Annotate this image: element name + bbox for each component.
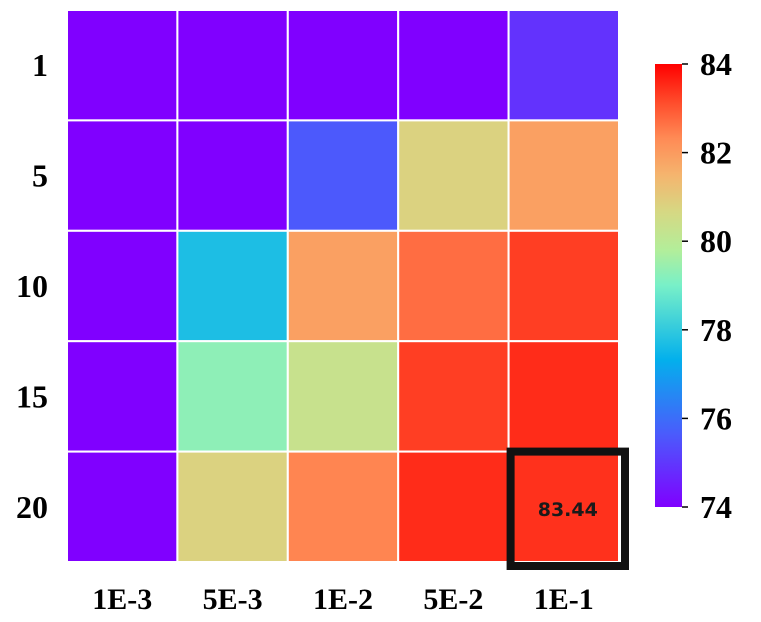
highlight-value-label: 83.44 xyxy=(538,499,598,521)
heatmap-cell-r3-c1 xyxy=(176,340,289,453)
heatmap-cell-r2-c1 xyxy=(176,229,289,343)
y-tick-label-4: 20 xyxy=(16,489,48,525)
heatmap-cell-r2-c2 xyxy=(286,229,400,343)
heatmap-cell-r3-c0 xyxy=(66,340,179,453)
heatmap-cell-r3-c4 xyxy=(507,340,621,453)
x-tick-label-4: 1E-1 xyxy=(534,583,594,616)
heatmap-cell-r4-c3 xyxy=(397,450,510,564)
heatmap-cell-r0-c3 xyxy=(397,9,510,122)
heatmap-cell-r0-c0 xyxy=(66,9,179,122)
heatmap-cell-r3-c3 xyxy=(397,340,510,453)
heatmap-cell-r2-c4 xyxy=(507,229,621,343)
x-axis-ticks: 1E-3 5E-3 1E-2 5E-2 1E-1 xyxy=(92,583,594,616)
heatmap-cell-r4-c1 xyxy=(176,450,289,564)
heatmap-cell-r1-c0 xyxy=(66,119,179,232)
colorbar-gradient xyxy=(655,64,682,507)
y-tick-label-2: 10 xyxy=(16,268,48,304)
y-tick-label-0: 1 xyxy=(32,47,48,83)
heatmap-cell-r1-c1 xyxy=(176,119,289,232)
heatmap-cell-r2-c3 xyxy=(397,229,510,343)
highlight-box xyxy=(506,447,630,571)
x-tick-label-2: 1E-2 xyxy=(313,583,373,616)
x-tick-label-3: 5E-2 xyxy=(423,583,483,616)
heatmap-cell-r1-c4 xyxy=(507,119,621,232)
heatmap-cell-r1-c3 xyxy=(397,119,510,232)
x-tick-label-1: 5E-3 xyxy=(203,583,263,616)
colorbar-tick-label-4: 82 xyxy=(700,135,732,171)
heatmap-cell-r0-c2 xyxy=(286,9,400,122)
colorbar-ticks: 74 76 78 80 82 84 xyxy=(682,46,732,525)
colorbar-tick-label-2: 78 xyxy=(700,312,732,348)
highlight-layer: 83.44 xyxy=(506,447,630,571)
heatmap-cell-r3-c2 xyxy=(286,340,400,453)
y-tick-label-1: 5 xyxy=(32,158,48,194)
x-tick-label-0: 1E-3 xyxy=(92,583,152,616)
colorbar-tick-label-5: 84 xyxy=(700,46,732,82)
heatmap-cell-r4-c2 xyxy=(286,450,400,564)
y-tick-label-3: 15 xyxy=(16,378,48,414)
heatmap-cell-r0-c4 xyxy=(507,9,621,122)
heatmap-cell-r2-c0 xyxy=(66,229,179,343)
colorbar-tick-label-1: 76 xyxy=(700,400,732,436)
colorbar-tick-label-3: 80 xyxy=(700,223,732,259)
heatmap-cell-r4-c0 xyxy=(66,450,179,564)
colorbar-tick-label-0: 74 xyxy=(700,489,732,525)
heatmap-cell-r1-c2 xyxy=(286,119,400,232)
colorbar xyxy=(655,64,682,507)
heatmap-cells xyxy=(66,9,621,564)
heatmap-cell-r0-c1 xyxy=(176,9,289,122)
heatmap-cell-r4-c4 xyxy=(507,450,621,564)
